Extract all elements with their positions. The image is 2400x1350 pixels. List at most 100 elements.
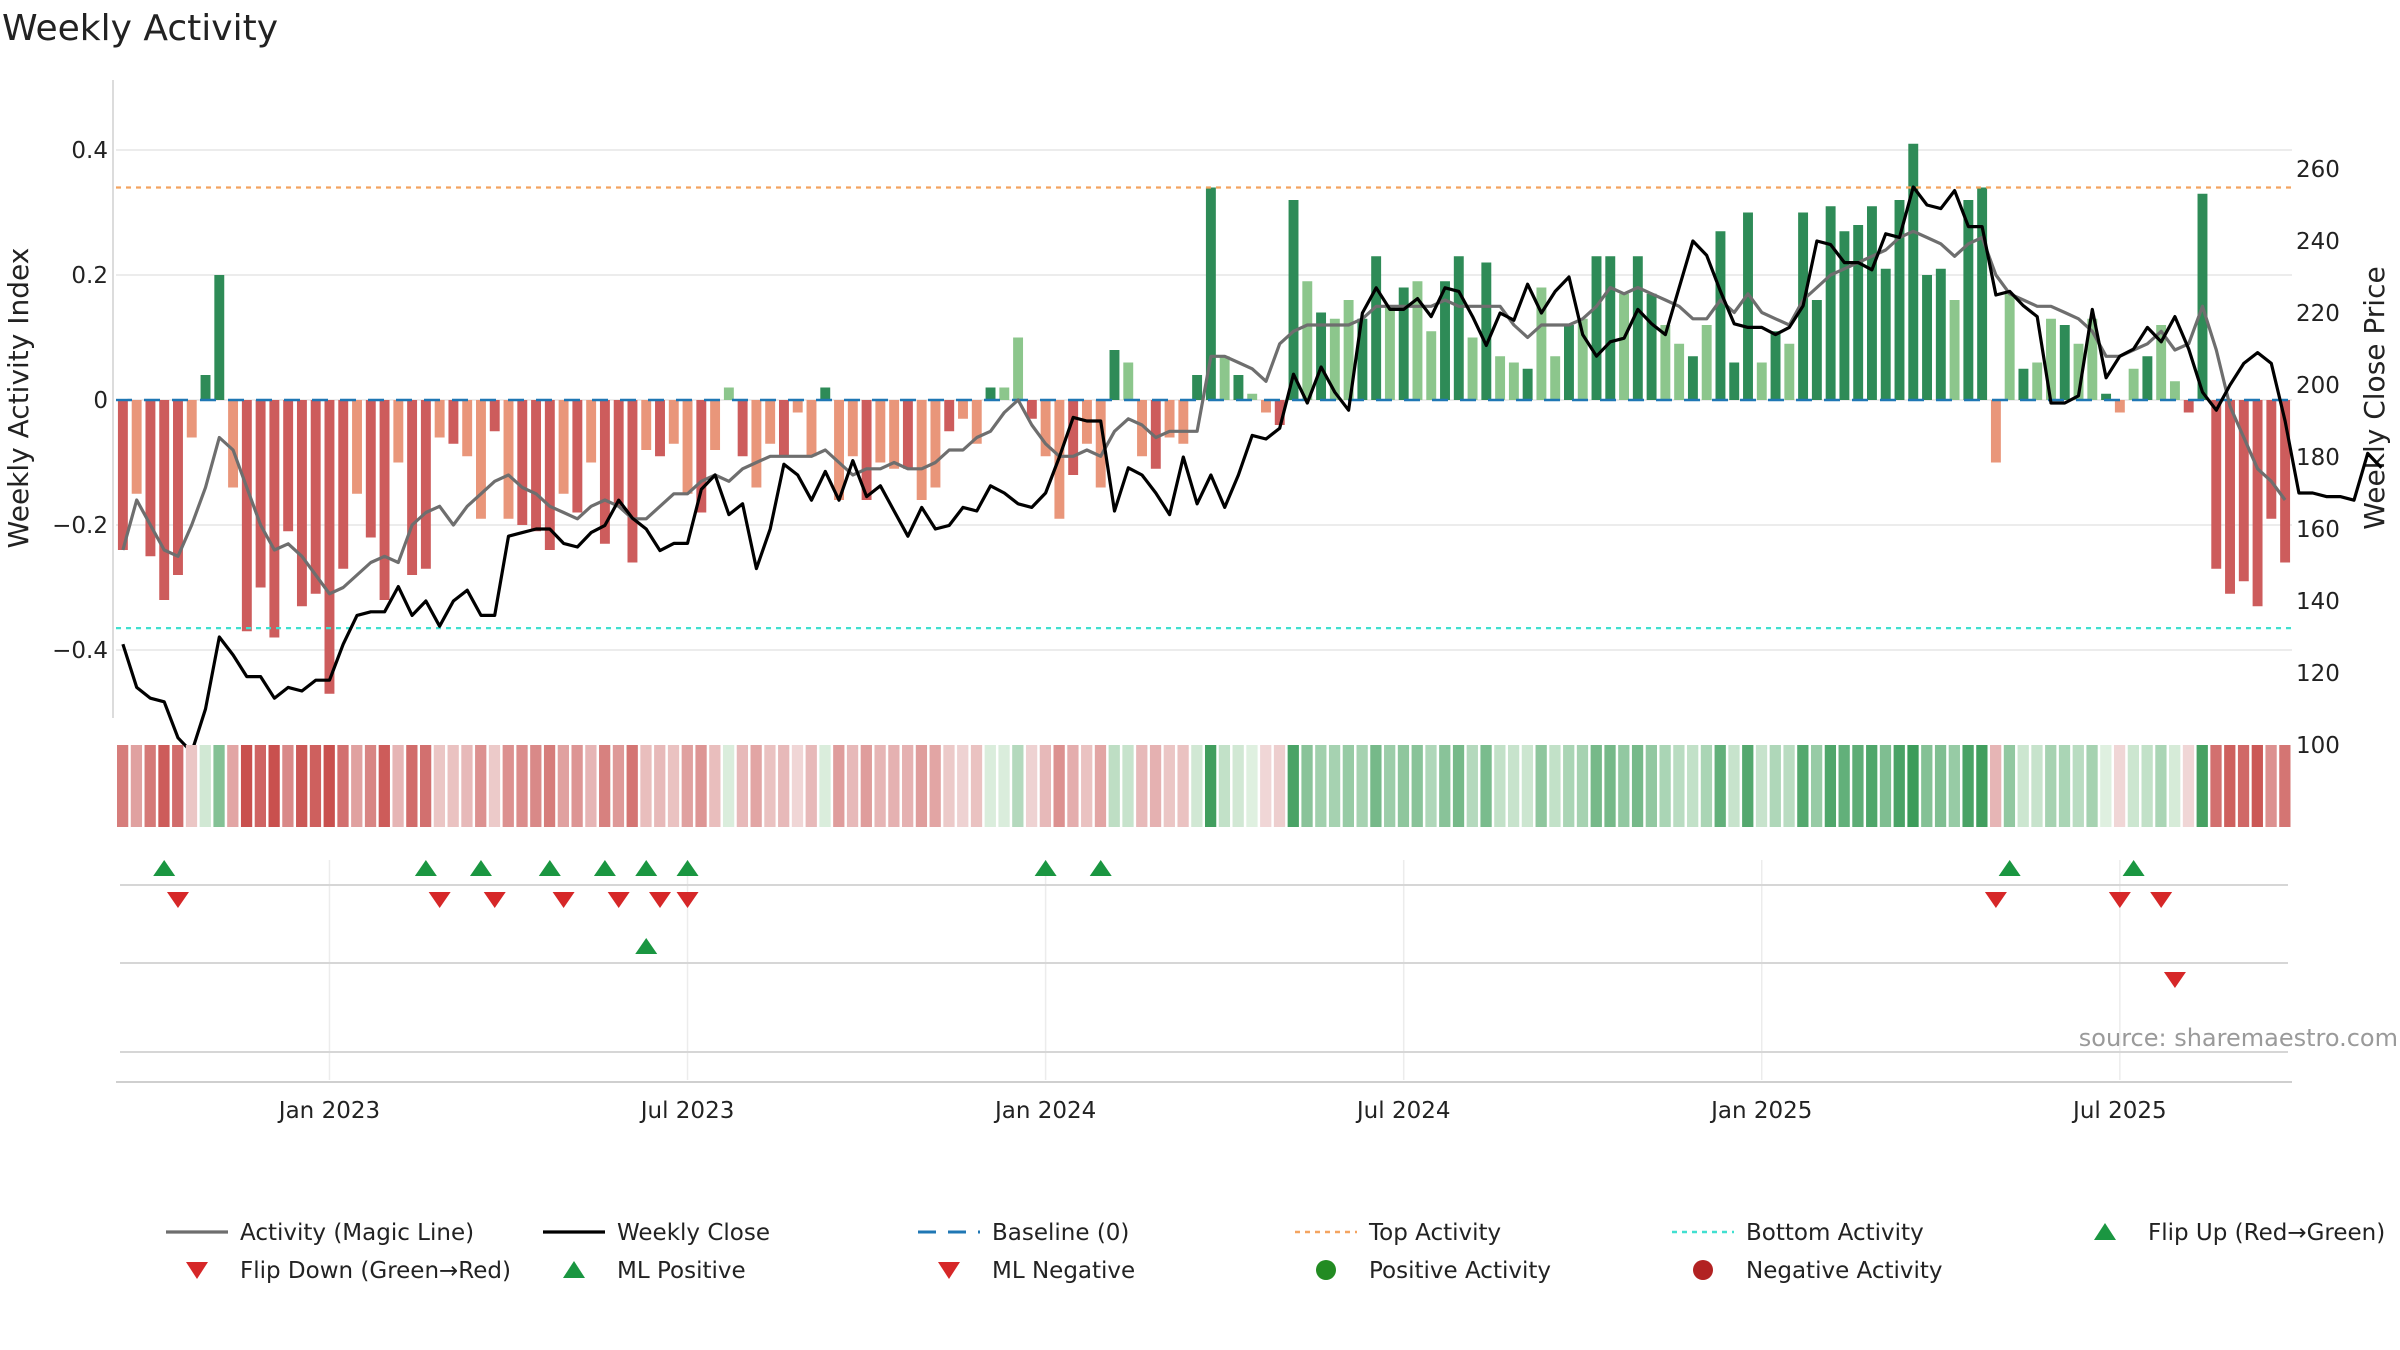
activity-bar: [1674, 343, 1685, 400]
heat-strip-cell: [695, 745, 707, 827]
activity-bar: [1508, 362, 1519, 400]
heat-strip-cell: [2237, 745, 2250, 827]
legend-swatch-up-triangle: [2094, 1223, 2116, 1240]
heat-strip-cell: [2182, 745, 2195, 827]
activity-bar: [1467, 337, 1478, 400]
activity-bar: [1784, 343, 1795, 400]
activity-bar: [1219, 356, 1230, 400]
y2-tick-label: 260: [2296, 157, 2340, 183]
activity-bar: [1522, 368, 1533, 400]
heat-strip-cell: [764, 745, 776, 827]
activity-bar: [1619, 293, 1630, 400]
activity-bar: [145, 400, 156, 557]
activity-bar: [407, 400, 418, 575]
activity-bar: [2169, 381, 2180, 400]
heat-strip-cell: [585, 745, 597, 827]
activity-bar: [352, 400, 362, 494]
activity-bar: [1577, 318, 1588, 400]
heat-strip-cell: [1507, 745, 1520, 827]
activity-bars: [117, 143, 2291, 694]
activity-bar: [200, 375, 211, 400]
heat-strip-cell: [1012, 745, 1024, 827]
heat-strip-cell: [1879, 745, 1892, 827]
activity-bar: [834, 400, 844, 500]
y-tick-label: 0.2: [71, 263, 108, 289]
y2-tick-label: 140: [2296, 589, 2340, 615]
activity-bar: [710, 400, 721, 450]
activity-bar: [1894, 200, 1905, 400]
heat-strip-cell: [378, 745, 390, 827]
activity-bar: [2266, 400, 2277, 519]
heat-strip-cell: [1604, 745, 1616, 827]
heat-strip-cell: [1838, 745, 1850, 827]
heat-strip-cell: [1122, 745, 1134, 827]
heat-strip-cell: [1411, 745, 1423, 827]
heat-strip-cell: [805, 745, 817, 827]
activity-bar: [131, 400, 142, 494]
activity-bar: [1371, 256, 1382, 400]
activity-bar: [476, 400, 486, 519]
chart-title: Weekly Activity: [2, 8, 278, 49]
activity-bar: [1302, 281, 1313, 400]
heat-strip-cell: [337, 745, 349, 827]
heat-strip-cell: [1397, 745, 1410, 827]
heat-strip-cell: [2224, 745, 2236, 827]
activity-bar: [1949, 300, 1960, 400]
activity-bar: [820, 387, 831, 400]
legend-item-pos_act: Positive Activity: [1316, 1258, 1551, 1284]
heat-strip-cell: [488, 745, 501, 827]
activity-bar: [420, 400, 431, 569]
activity-bar: [861, 400, 872, 500]
heat-strip-cell: [282, 745, 294, 827]
heat-strip-cell: [654, 745, 666, 827]
legend-item-magic: Activity (Magic Line): [166, 1220, 474, 1246]
legend-label: Baseline (0): [992, 1220, 1129, 1246]
heat-strip-cell: [1301, 745, 1313, 827]
heat-strip-cell: [1136, 745, 1148, 827]
activity-bar: [269, 400, 280, 638]
heat-strip-cell: [1342, 745, 1354, 827]
heat-strip-cell: [1921, 745, 1933, 827]
heat-strip-cell: [2017, 745, 2029, 827]
heat-strip-cell: [461, 745, 473, 827]
activity-bar: [1426, 331, 1437, 400]
heat-strip-cell: [1948, 745, 1960, 827]
activity-bar: [1026, 400, 1037, 419]
activity-bar: [1550, 356, 1561, 400]
activity-bar: [1288, 200, 1299, 400]
heat-strip-cell: [1755, 745, 1768, 827]
heat-strip-cell: [874, 745, 886, 827]
activity-bar: [2252, 400, 2263, 607]
axis-layer: −0.4 −0.2 0 0.2 0.4 100 120 140 160 180 200 220 240 2…: [52, 80, 2340, 1124]
activity-bar: [2046, 318, 2056, 400]
heat-strip-cell: [2127, 745, 2140, 827]
heat-strip-cell: [1576, 745, 1589, 827]
heat-strip-cell: [2045, 745, 2057, 827]
flip-down-marker: [552, 892, 575, 908]
heat-strip-cell: [406, 745, 418, 827]
heat-strip-cell: [1205, 745, 1217, 827]
heat-strip-cell: [612, 745, 625, 827]
flip-down-marker: [166, 892, 189, 908]
heat-strip-cell: [915, 745, 928, 827]
heat-strip-cell: [1687, 745, 1699, 827]
activity-bar: [1440, 281, 1450, 400]
heat-strip-cell: [502, 745, 514, 827]
activity-bar: [214, 275, 225, 400]
activity-bar: [985, 387, 996, 400]
activity-bar: [751, 400, 762, 488]
heat-strip-cell: [2141, 745, 2153, 827]
legend-item-close: Weekly Close: [543, 1220, 770, 1246]
heat-strip-cell: [943, 745, 955, 827]
activity-bar: [682, 400, 693, 494]
activity-bar: [1687, 356, 1698, 400]
heat-strip-cell: [888, 745, 900, 827]
heat-strip-cell: [2265, 745, 2277, 827]
activity-bar: [186, 400, 197, 438]
y2-tick-label: 200: [2296, 373, 2340, 399]
legend-label: Weekly Close: [617, 1220, 770, 1246]
flip-up-marker: [1998, 860, 2021, 876]
heat-strip-cell: [2210, 745, 2222, 827]
activity-bar: [1178, 400, 1189, 444]
